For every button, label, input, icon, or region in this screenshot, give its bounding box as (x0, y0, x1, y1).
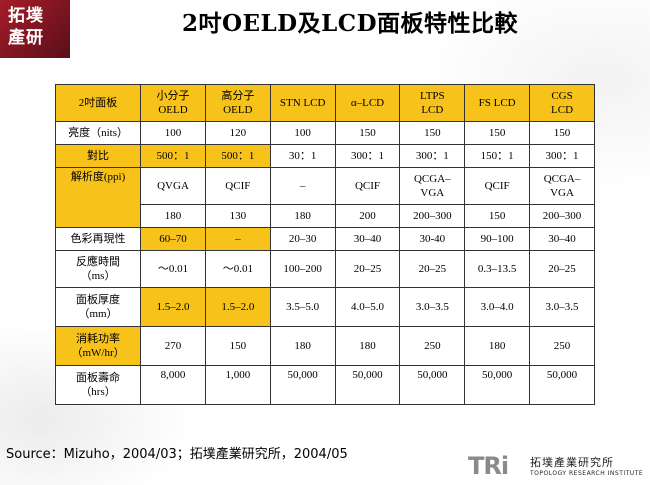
tri-logo-mark: TRi (468, 452, 509, 480)
table-cell: 50,000 (269, 365, 336, 405)
tri-logo-chinese: 拓墣產業研究所 (530, 456, 614, 469)
table-row-resolution: 解析度(ppi) QVGA QCIF – QCIF QCGA– VGA QCIF… (54, 167, 595, 228)
header-row: 2吋面板 小分子 OELD 高分子 OELD STN LCD α–LCD LTP… (54, 84, 595, 122)
table-cell: 20–30 (269, 227, 336, 251)
table-row-brightness: 亮度（nits） 100 120 100 150 150 150 150 (54, 121, 595, 145)
table-cell: 60–70 (140, 227, 206, 251)
footer-logo: TRi 拓墣產業研究所 TOPOLOGY RESEARCH INSTITUTE (468, 452, 646, 482)
table-cell: 500：1 (204, 144, 271, 168)
table-cell: QCIF (204, 167, 271, 205)
row-label: 亮度（nits） (54, 121, 142, 145)
table-cell: 100 (269, 121, 336, 145)
table-cell: QVGA (140, 167, 206, 205)
header-cell-a-lcd: α–LCD (334, 84, 401, 122)
table-cell: 30–40 (334, 227, 401, 251)
table-cell: – (269, 167, 336, 205)
source-note: Source：Mizuho，2004/03；拓墣產業研究所，2004/05 (6, 447, 348, 462)
table-cell: ～0.01 (140, 250, 206, 288)
table-cell: 150 (204, 326, 271, 366)
table-row-thickness: 面板厚度 （mm） 1.5–2.0 1.5–2.0 3.5–5.0 4.0–5.… (54, 287, 595, 327)
table-cell: 30：1 (269, 144, 336, 168)
row-label: 色彩再現性 (54, 227, 142, 251)
table-cell: 150 (399, 121, 466, 145)
comparison-table: 2吋面板 小分子 OELD 高分子 OELD STN LCD α–LCD LTP… (54, 84, 595, 405)
table-cell: 150 (334, 121, 401, 145)
table-cell: QCGA– VGA (399, 167, 466, 205)
table-cell: QCIF (334, 167, 401, 205)
row-label: 反應時間 （ms） (54, 250, 142, 288)
table-cell: 150 (529, 121, 595, 145)
table-cell: 180 (140, 204, 206, 228)
table-cell: 90–100 (464, 227, 531, 251)
page-title: 2吋OELD及LCD面板特性比較 (181, 10, 519, 37)
table-cell: 150：1 (464, 144, 531, 168)
table-cell: 20–25 (399, 250, 466, 288)
table-cell: 150 (464, 121, 531, 145)
table-cell: 300：1 (334, 144, 401, 168)
topology-logo: 拓墣 產研 (0, 0, 70, 58)
table-cell: 180 (334, 326, 401, 366)
header-cell-panel: 2吋面板 (54, 84, 142, 122)
table-cell: 20–25 (529, 250, 595, 288)
table-cell: 250 (529, 326, 595, 366)
header-cell-fs-lcd: FS LCD (464, 84, 531, 122)
logo-text-line2: 產研 (8, 28, 44, 48)
table-cell: 8,000 (140, 365, 206, 405)
table-row-response-time: 反應時間 （ms） ～0.01 ～0.01 100–200 20–25 20–2… (54, 250, 595, 288)
table-cell: 3.0–3.5 (399, 287, 466, 327)
table-row-color: 色彩再現性 60–70 – 20–30 30–40 30-40 90–100 3… (54, 227, 595, 251)
table-cell: 4.0–5.0 (334, 287, 401, 327)
table-cell: QCGA– VGA (529, 167, 595, 205)
row-label: 對比 (54, 144, 142, 168)
table-cell: 3.5–5.0 (269, 287, 336, 327)
table-cell: 3.0–3.5 (529, 287, 595, 327)
header-cell-stn-lcd: STN LCD (269, 84, 336, 122)
table-cell: 50,000 (399, 365, 466, 405)
table-cell: 180 (269, 326, 336, 366)
table-cell: 200–300 (529, 204, 595, 228)
table-cell: 200 (334, 204, 401, 228)
table-cell: 180 (464, 326, 531, 366)
header-cell-small-molecule-oeld: 小分子 OELD (140, 84, 206, 122)
table-cell: 300：1 (399, 144, 466, 168)
table-cell: 1.5–2.0 (204, 287, 271, 327)
table-cell: 20–25 (334, 250, 401, 288)
table-cell: 50,000 (334, 365, 401, 405)
table-cell: 3.0–4.0 (464, 287, 531, 327)
table-cell: 130 (204, 204, 271, 228)
table-cell: 270 (140, 326, 206, 366)
table-row-contrast: 對比 500：1 500：1 30：1 300：1 300：1 150：1 30… (54, 144, 595, 168)
header-cell-cgs-lcd: CGS LCD (529, 84, 595, 122)
table-row-lifetime: 面板壽命 （hrs） 8,000 1,000 50,000 50,000 50,… (54, 365, 595, 405)
table-cell: 30-40 (399, 227, 466, 251)
row-label: 面板厚度 （mm） (54, 287, 142, 327)
table-cell: ～0.01 (204, 250, 271, 288)
table-cell: QCIF (464, 167, 531, 205)
tri-logo-english: TOPOLOGY RESEARCH INSTITUTE (530, 470, 644, 477)
table-cell: 30–40 (529, 227, 595, 251)
row-label: 面板壽命 （hrs） (54, 365, 142, 405)
header-cell-ltps-lcd: LTPS LCD (399, 84, 466, 122)
table-cell: 150 (464, 204, 531, 228)
logo-text-line1: 拓墣 (8, 6, 44, 26)
table-cell: 0.3–13.5 (464, 250, 531, 288)
table-cell: 120 (204, 121, 271, 145)
table-cell: 500：1 (140, 144, 206, 168)
table-row-power: 消耗功率 （mW/hr） 270 150 180 180 250 180 250 (54, 326, 595, 366)
table-cell: 1.5–2.0 (140, 287, 206, 327)
table-cell: 180 (269, 204, 336, 228)
table-cell: 250 (399, 326, 466, 366)
row-label: 解析度(ppi) (54, 167, 142, 228)
table-cell: – (204, 227, 271, 251)
table-cell: 50,000 (464, 365, 531, 405)
table-cell: 50,000 (529, 365, 595, 405)
header-cell-polymer-oeld: 高分子 OELD (204, 84, 271, 122)
table-cell: 1,000 (204, 365, 271, 405)
table-cell: 300：1 (529, 144, 595, 168)
table-row-ppi: 180 130 180 200 200–300 150 200–300 (56, 204, 595, 228)
row-label: 消耗功率 （mW/hr） (54, 326, 142, 366)
table-cell: 100–200 (269, 250, 336, 288)
table-cell: 100 (140, 121, 206, 145)
table-cell: 200–300 (399, 204, 466, 228)
